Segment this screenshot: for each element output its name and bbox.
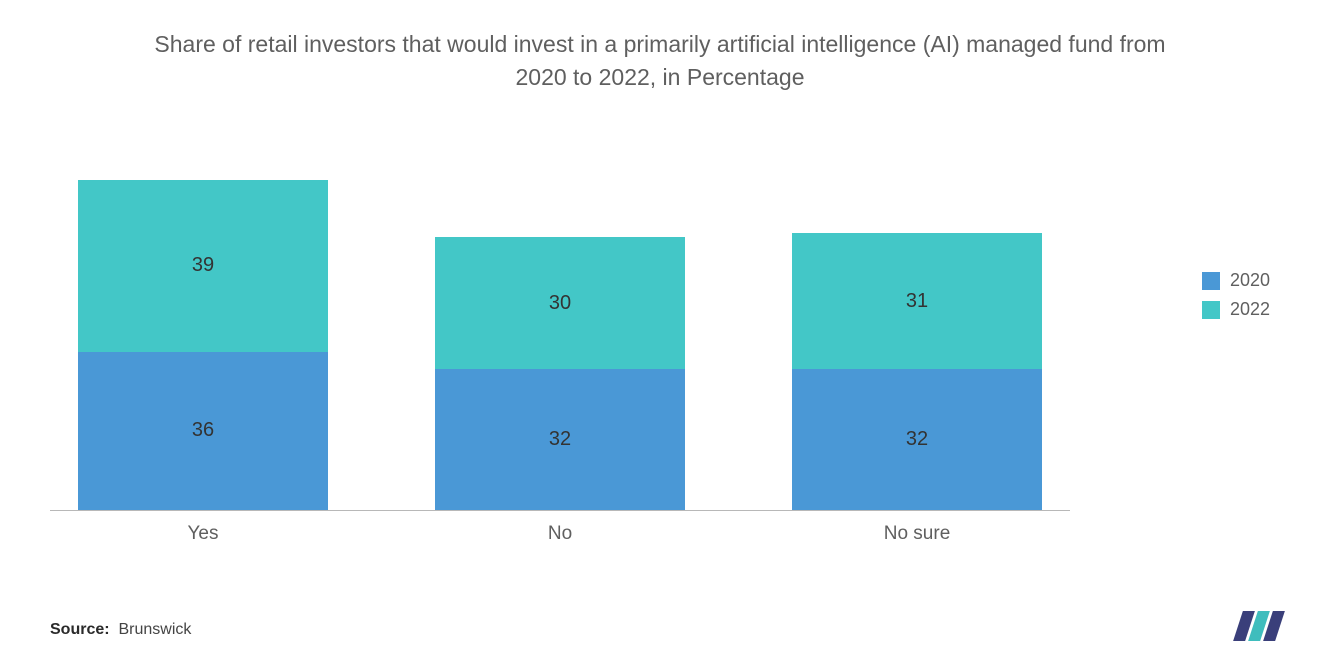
category-label: No bbox=[435, 523, 685, 545]
bar-group-no: 32 30 bbox=[435, 237, 685, 510]
chart-title: Share of retail investors that would inv… bbox=[0, 0, 1320, 95]
bar-stack: 32 30 bbox=[435, 237, 685, 510]
source-name: Brunswick bbox=[118, 621, 191, 638]
chart-area: 36 39 32 30 32 31 Yes No No sure bbox=[50, 150, 1070, 550]
category-label: Yes bbox=[78, 523, 328, 545]
bar-seg-2022: 30 bbox=[435, 237, 685, 369]
bar-seg-2022: 31 bbox=[792, 233, 1042, 369]
source-prefix: Source: bbox=[50, 621, 110, 638]
bars-row: 36 39 32 30 32 31 bbox=[50, 150, 1070, 510]
legend-swatch bbox=[1202, 301, 1220, 319]
brand-logo bbox=[1238, 611, 1280, 641]
bar-seg-2020: 36 bbox=[78, 352, 328, 510]
bar-seg-2022: 39 bbox=[78, 180, 328, 352]
source-line: Source: Brunswick bbox=[50, 621, 191, 639]
legend-swatch bbox=[1202, 272, 1220, 290]
legend-label: 2022 bbox=[1230, 299, 1270, 320]
category-label: No sure bbox=[792, 523, 1042, 545]
bar-group-yes: 36 39 bbox=[78, 180, 328, 510]
bar-seg-2020: 32 bbox=[435, 369, 685, 510]
bar-seg-2020: 32 bbox=[792, 369, 1042, 510]
legend-label: 2020 bbox=[1230, 270, 1270, 291]
bar-group-nosure: 32 31 bbox=[792, 233, 1042, 510]
bar-stack: 36 39 bbox=[78, 180, 328, 510]
legend-item-2020: 2020 bbox=[1202, 270, 1270, 291]
legend-item-2022: 2022 bbox=[1202, 299, 1270, 320]
category-labels: Yes No No sure bbox=[50, 511, 1070, 545]
legend: 2020 2022 bbox=[1202, 270, 1270, 328]
bar-stack: 32 31 bbox=[792, 233, 1042, 510]
